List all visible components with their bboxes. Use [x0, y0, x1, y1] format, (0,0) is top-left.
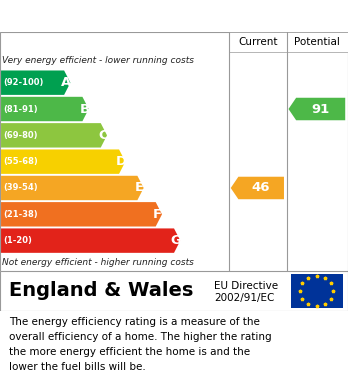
Text: C: C: [98, 129, 108, 142]
Text: England & Wales: England & Wales: [9, 282, 193, 301]
Text: D: D: [116, 155, 127, 168]
Text: Not energy efficient - higher running costs: Not energy efficient - higher running co…: [2, 258, 194, 267]
Text: (81-91): (81-91): [3, 104, 38, 113]
Bar: [229, 32, 287, 52]
Polygon shape: [288, 98, 345, 120]
Text: Potential: Potential: [294, 37, 340, 47]
Text: 46: 46: [252, 181, 270, 194]
Text: 91: 91: [311, 102, 330, 115]
Text: E: E: [135, 181, 144, 194]
Polygon shape: [1, 202, 162, 226]
Polygon shape: [231, 177, 284, 199]
Polygon shape: [1, 149, 125, 174]
Text: B: B: [79, 102, 89, 115]
Polygon shape: [1, 123, 107, 147]
Text: (21-38): (21-38): [3, 210, 38, 219]
Polygon shape: [1, 228, 180, 253]
Text: (55-68): (55-68): [3, 157, 38, 166]
Bar: [291, 274, 343, 308]
Polygon shape: [1, 97, 89, 121]
Text: (1-20): (1-20): [3, 236, 32, 245]
Text: The energy efficiency rating is a measure of the
overall efficiency of a home. T: The energy efficiency rating is a measur…: [9, 317, 271, 372]
Text: G: G: [171, 234, 182, 247]
Text: A: A: [61, 76, 71, 89]
Text: Current: Current: [238, 37, 278, 47]
Text: (39-54): (39-54): [3, 183, 38, 192]
Text: (92-100): (92-100): [3, 78, 44, 87]
Text: F: F: [153, 208, 163, 221]
Bar: [287, 32, 348, 52]
Text: (69-80): (69-80): [3, 131, 38, 140]
Text: Very energy efficient - lower running costs: Very energy efficient - lower running co…: [2, 56, 194, 65]
Polygon shape: [1, 176, 144, 200]
Text: 2002/91/EC: 2002/91/EC: [214, 293, 274, 303]
Polygon shape: [1, 70, 70, 95]
Text: Energy Efficiency Rating: Energy Efficiency Rating: [9, 9, 230, 23]
Text: EU Directive: EU Directive: [214, 281, 278, 291]
